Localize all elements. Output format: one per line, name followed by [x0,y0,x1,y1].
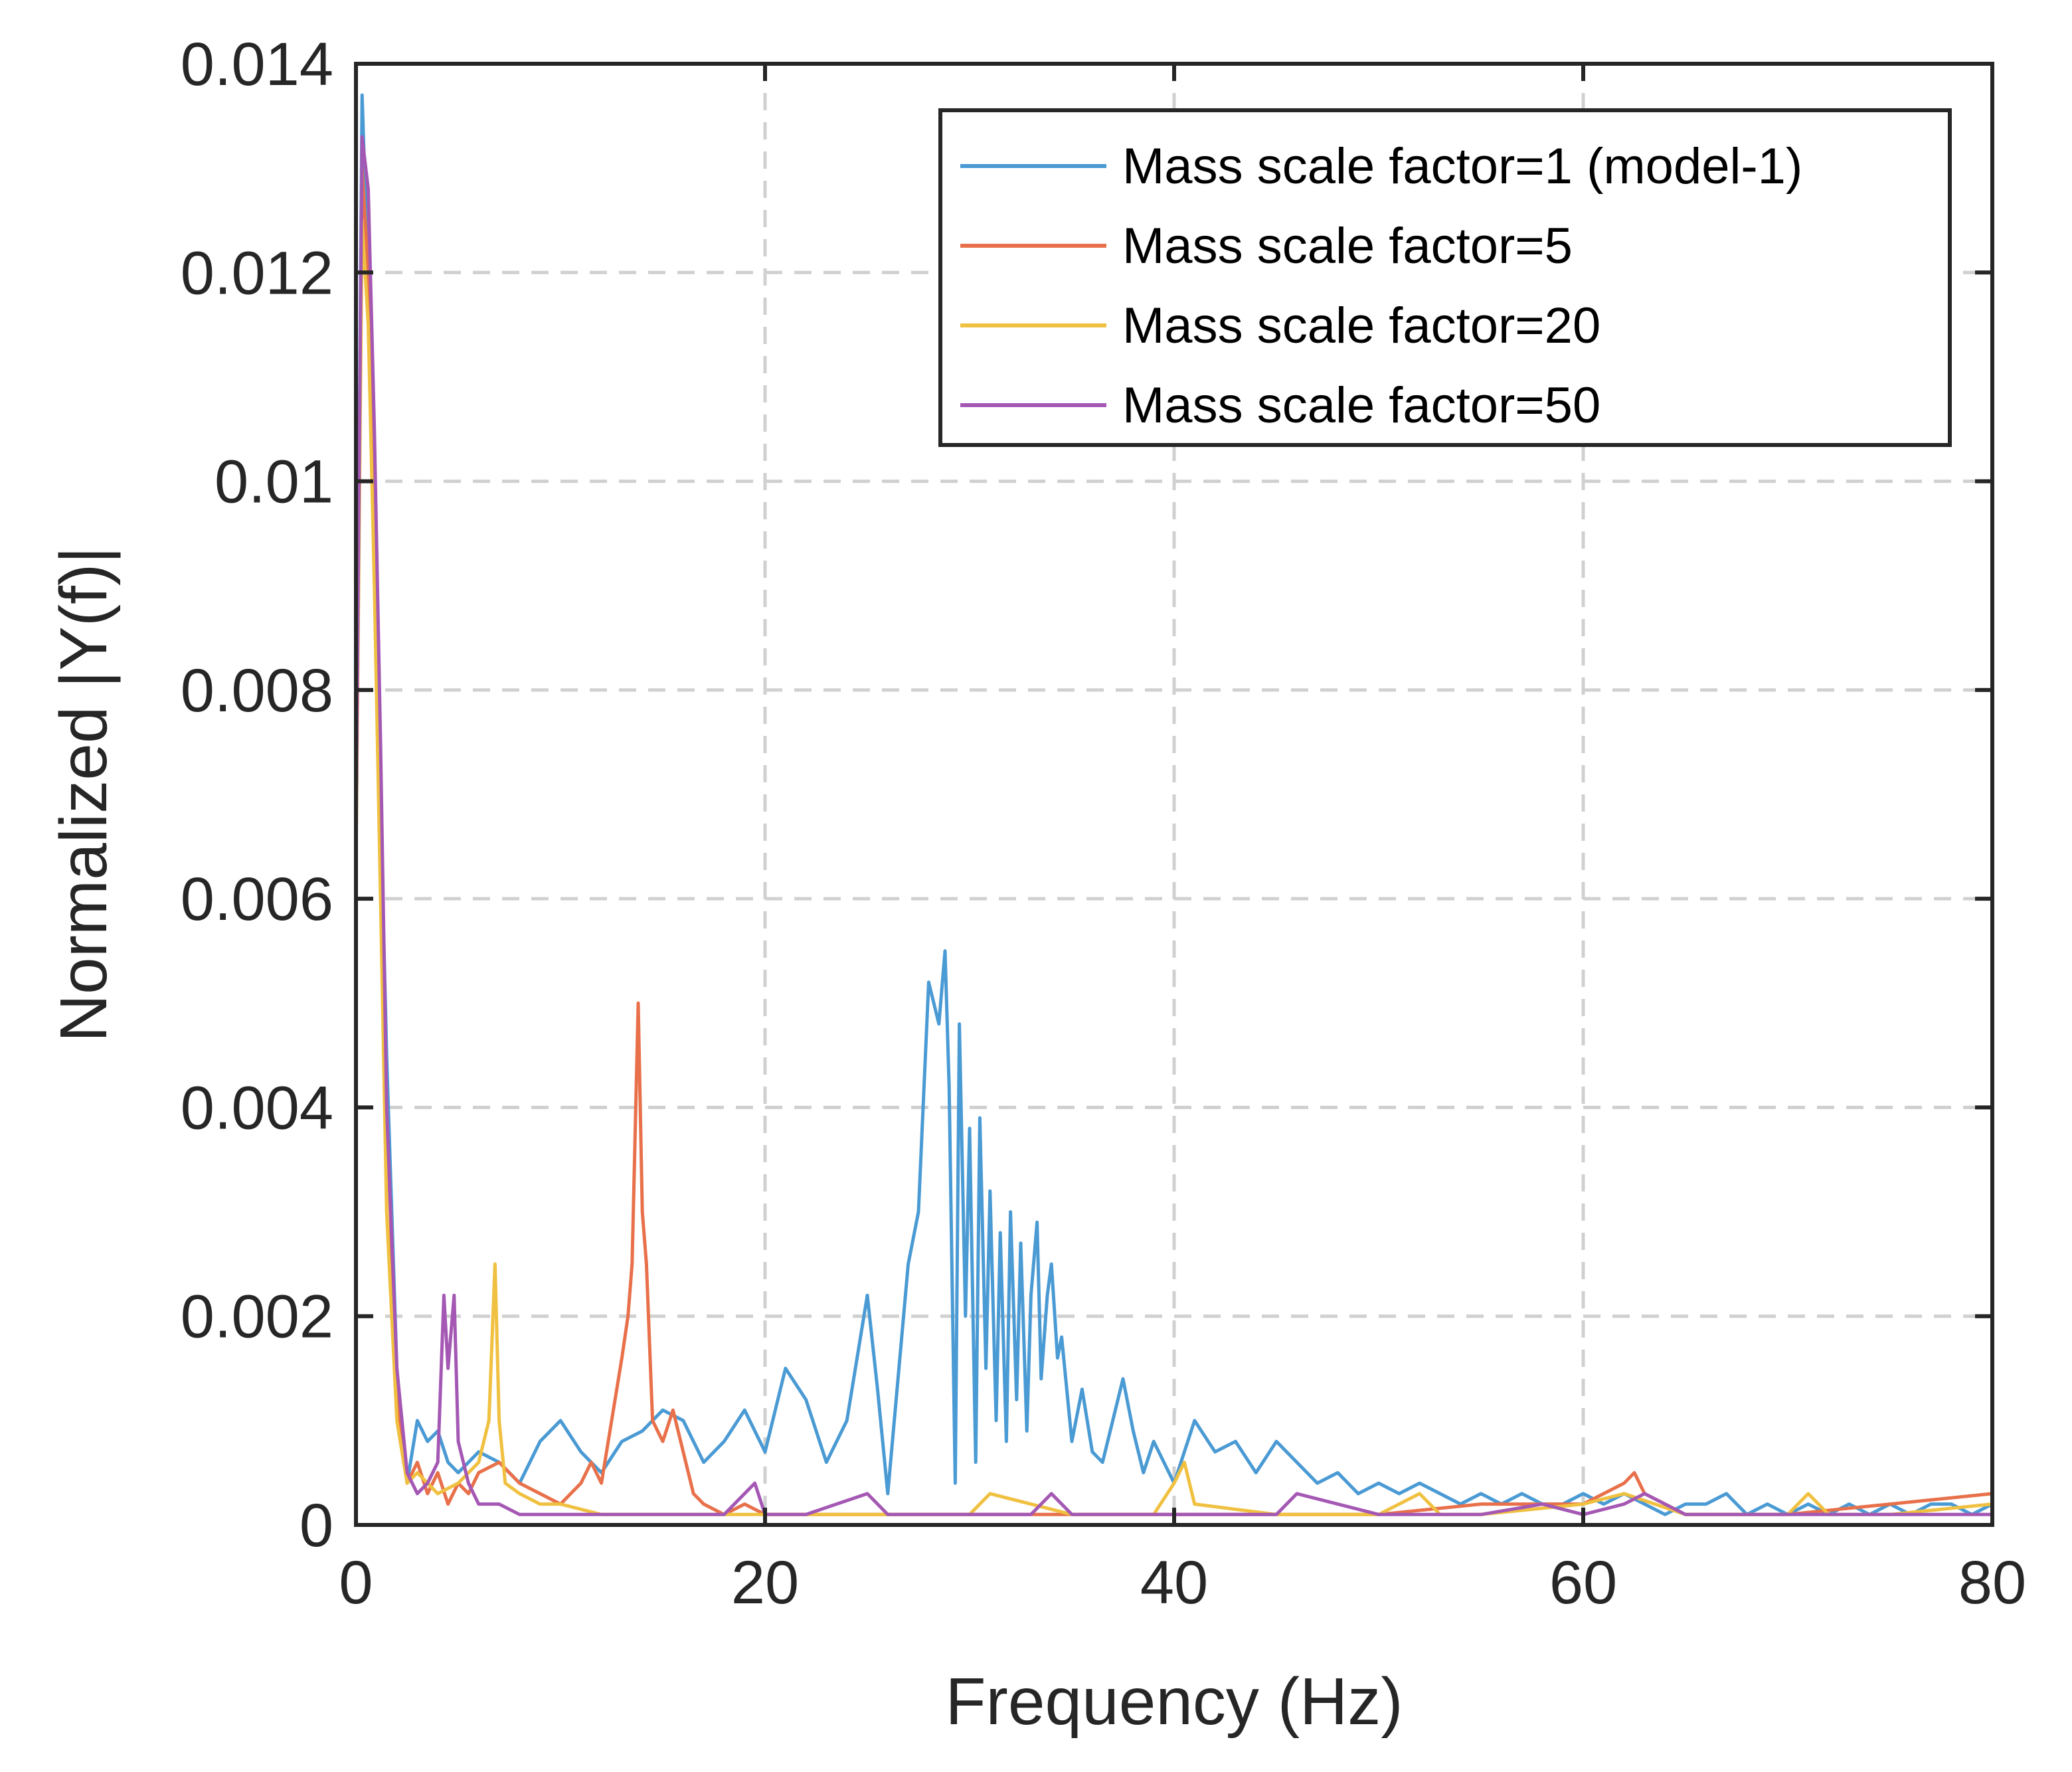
legend-label-2: Mass scale factor=5 [1122,218,1573,274]
x-tick-label: 80 [1958,1549,2026,1617]
legend-box [938,108,1952,447]
y-tick-label: 0.01 [215,448,333,516]
x-tick-label: 0 [339,1549,373,1617]
y-tick-label: 0.008 [181,657,333,725]
tick-layer [354,62,1994,1527]
y-tick-label: 0.004 [181,1074,333,1142]
x-tick-label: 60 [1549,1549,1617,1617]
x-axis-title: Frequency (Hz) [945,1664,1403,1739]
y-tick-label: 0.006 [181,865,333,933]
y-tick-label: 0.012 [181,239,333,307]
y-tick-label: 0.014 [181,31,333,98]
y-tick-label: 0 [300,1492,333,1559]
series-line-2 [354,166,1994,1516]
series-line-1 [354,93,1994,1516]
legend-label-4: Mass scale factor=50 [1122,377,1600,434]
legend-label-3: Mass scale factor=20 [1122,298,1600,354]
y-axis-title: Normalized |Y(f)| [46,547,121,1043]
x-tick-label: 20 [731,1549,799,1617]
legend-label-1: Mass scale factor=1 (model-1) [1122,138,1802,195]
series-line-4 [354,135,1994,1516]
legend: Mass scale factor=1 (model-1) Mass scale … [938,108,1952,447]
legend-entries: Mass scale factor=1 (model-1) Mass scale … [960,138,1802,434]
tick-label-layer: 0 20 40 60 80 0 0.002 0.004 0.006 0.008 0.01 0.012 0… [181,31,2026,1617]
y-tick-label: 0.002 [181,1283,333,1351]
x-tick-label: 40 [1140,1549,1208,1617]
